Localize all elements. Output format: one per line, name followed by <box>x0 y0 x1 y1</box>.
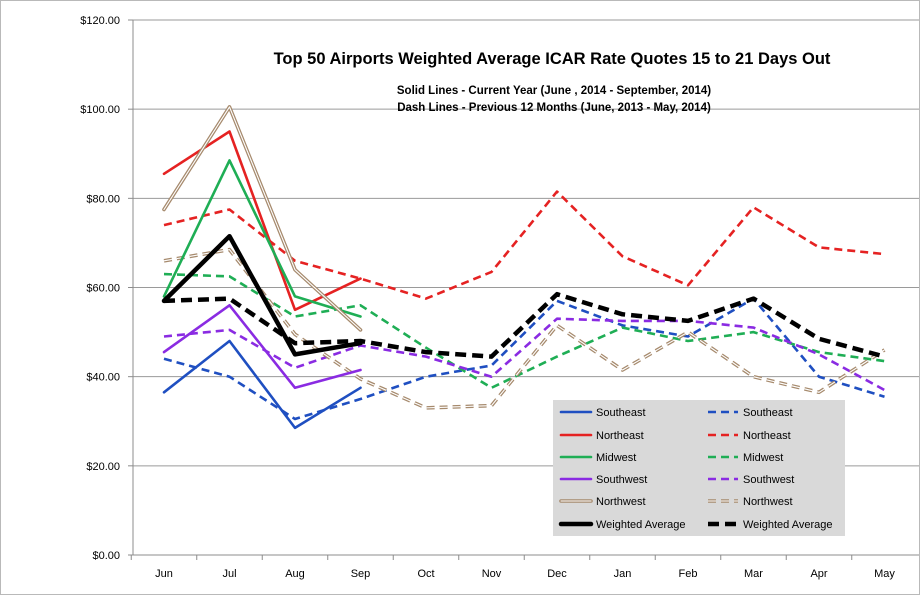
legend-label-southwest-dashed: Southwest <box>743 474 794 486</box>
y-tick-label: $20.00 <box>86 461 120 473</box>
series-northwest-solid-inner <box>163 106 362 331</box>
x-tick-label: Jun <box>155 568 173 580</box>
x-tick-label: Sep <box>351 568 371 580</box>
legend-label-midwest-solid: Midwest <box>596 452 636 464</box>
series-lines <box>161 105 886 430</box>
series-southeast-solid <box>162 339 362 430</box>
legend-label-southeast-dashed: Southeast <box>743 407 793 419</box>
chart-subtitle-1: Solid Lines - Current Year (June , 2014 … <box>397 85 711 97</box>
x-tick-label: Dec <box>547 568 567 580</box>
series-southwest-solid <box>162 304 362 390</box>
chart-title: Top 50 Airports Weighted Average ICAR Ra… <box>274 50 831 68</box>
x-tick-label: Jul <box>222 568 236 580</box>
legend-label-northeast-solid: Northeast <box>596 430 644 442</box>
legend-label-midwest-dashed: Midwest <box>743 452 783 464</box>
series-northeast-solid <box>162 130 362 312</box>
y-tick-label: $120.00 <box>80 15 120 27</box>
legend-box <box>553 400 845 536</box>
x-tick-label: Apr <box>810 568 827 580</box>
x-tick-label: Oct <box>417 568 434 580</box>
legend-label-southeast-solid: Southeast <box>596 407 646 419</box>
series-northeast-dashed <box>163 190 885 300</box>
y-tick-label: $40.00 <box>86 372 120 384</box>
x-tick-label: Feb <box>679 568 698 580</box>
y-tick-label: $100.00 <box>80 104 120 116</box>
series-midwest-dashed <box>163 272 885 390</box>
x-tick-label: Mar <box>744 568 763 580</box>
legend-label-northeast-dashed: Northeast <box>743 430 791 442</box>
y-tick-label: $60.00 <box>86 283 120 295</box>
y-axis-ticks: $0.00 $20.00 $40.00 $60.00 $80.00 $100.00 $120… <box>80 15 120 562</box>
x-tick-label: Aug <box>285 568 305 580</box>
x-axis-ticks: Jun Jul Aug Sep Oct Nov Dec Jan Feb Mar Apr May <box>155 568 895 580</box>
legend-label-southwest-solid: Southwest <box>596 474 647 486</box>
gridlines <box>128 19 919 560</box>
x-tick-label: Jan <box>614 568 632 580</box>
series-midwest-solid <box>162 159 362 318</box>
y-tick-label: $0.00 <box>92 550 120 562</box>
series-weighted-average-dashed <box>163 291 886 359</box>
x-tick-label: May <box>874 568 895 580</box>
legend-label-northwest-dashed: Northwest <box>743 496 793 508</box>
legend: Southeast Northeast Midwest Southwest Northw… <box>553 400 845 536</box>
legend-label-northwest-solid: Northwest <box>596 496 646 508</box>
y-tick-label: $80.00 <box>86 193 120 205</box>
chart-subtitle-2: Dash Lines - Previous 12 Months (June, 2… <box>397 102 711 114</box>
series-weighted-average-solid <box>161 233 363 357</box>
legend-label-weighted-average-solid: Weighted Average <box>596 519 686 531</box>
legend-label-weighted-average-dashed: Weighted Average <box>743 519 833 531</box>
x-tick-label: Nov <box>482 568 502 580</box>
series-southwest-dashed <box>163 317 886 392</box>
